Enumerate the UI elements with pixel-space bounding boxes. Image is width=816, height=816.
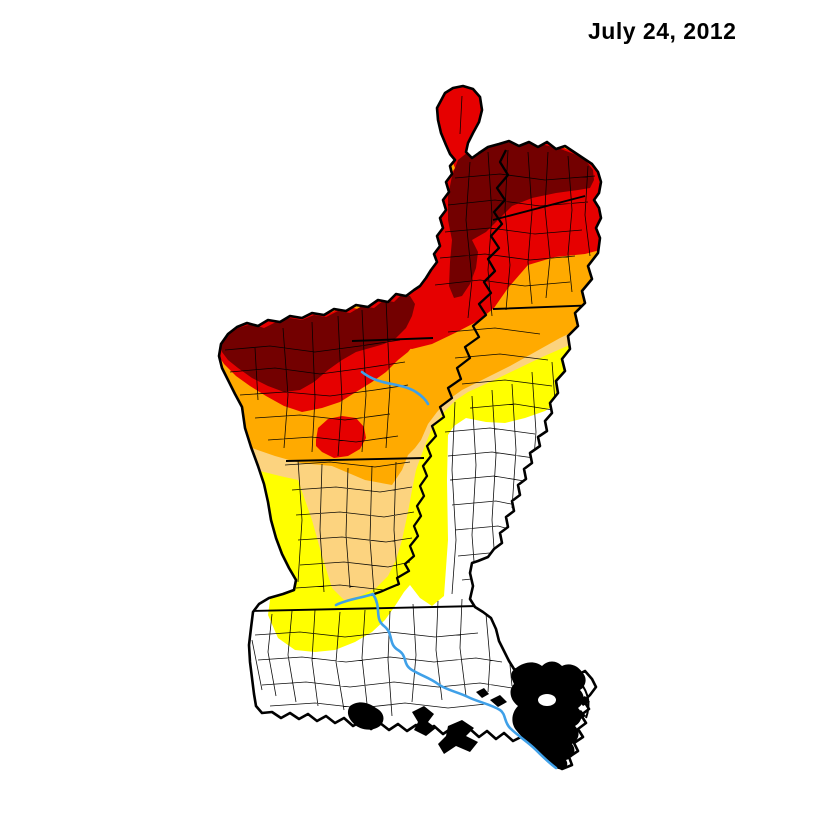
chandeleur-islands-arc (579, 681, 590, 719)
rivers-blue (334, 370, 558, 770)
drought-d4-region-west (220, 294, 415, 392)
marsh-speck-1 (490, 695, 507, 707)
marsh-east-speck-1 (570, 682, 583, 692)
marsh-barataria (438, 720, 478, 754)
county-boundaries (224, 95, 596, 717)
state-boundaries (251, 195, 601, 612)
mississippi-river-lower (334, 592, 558, 770)
marsh-mid (412, 706, 436, 736)
drought-d2-region (219, 86, 601, 485)
map-date: July 24, 2012 (588, 18, 737, 44)
drought-d4-region-north (448, 142, 594, 298)
drought-d3-region-central (316, 416, 366, 458)
marsh-east-speck-3 (574, 710, 586, 720)
mississippi-river-upper (370, 149, 510, 597)
lake-pontchartrain (538, 694, 556, 706)
marsh-speck-2 (476, 688, 489, 698)
marsh-west (347, 702, 384, 730)
arkansas-river (360, 370, 430, 406)
